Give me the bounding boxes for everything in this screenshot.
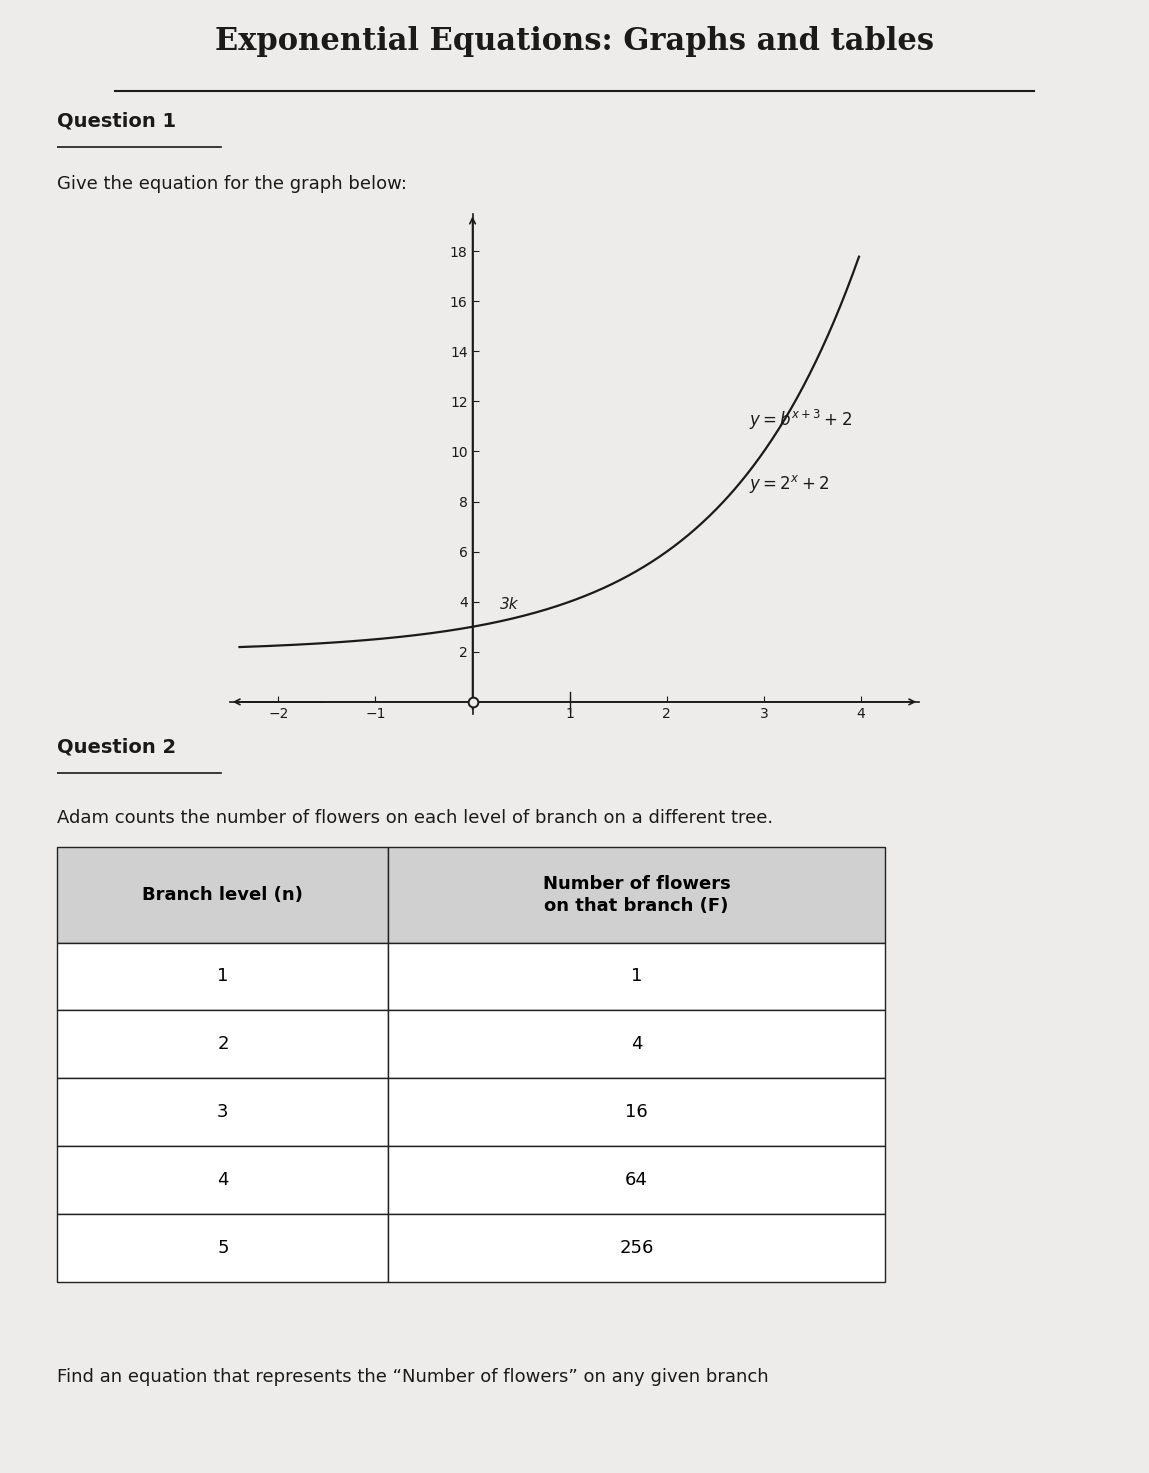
Text: 1: 1 — [217, 968, 229, 985]
FancyBboxPatch shape — [388, 1078, 885, 1146]
Text: 3: 3 — [217, 1103, 229, 1121]
FancyBboxPatch shape — [388, 1214, 885, 1282]
FancyBboxPatch shape — [388, 1010, 885, 1078]
Text: 5: 5 — [217, 1239, 229, 1256]
FancyBboxPatch shape — [57, 1146, 388, 1214]
Text: $y=2^x+2$: $y=2^x+2$ — [749, 473, 830, 495]
Text: Question 1: Question 1 — [57, 112, 177, 130]
Text: Give the equation for the graph below:: Give the equation for the graph below: — [57, 175, 408, 193]
FancyBboxPatch shape — [57, 1078, 388, 1146]
FancyBboxPatch shape — [388, 943, 885, 1010]
Text: 64: 64 — [625, 1171, 648, 1189]
FancyBboxPatch shape — [57, 847, 388, 943]
FancyBboxPatch shape — [388, 1146, 885, 1214]
FancyBboxPatch shape — [57, 1010, 388, 1078]
FancyBboxPatch shape — [57, 943, 388, 1010]
Text: 1: 1 — [631, 968, 642, 985]
Text: Question 2: Question 2 — [57, 738, 177, 756]
Text: Exponential Equations: Graphs and tables: Exponential Equations: Graphs and tables — [215, 25, 934, 57]
Text: Number of flowers
on that branch (F): Number of flowers on that branch (F) — [542, 875, 731, 915]
Text: 256: 256 — [619, 1239, 654, 1256]
Text: 4: 4 — [631, 1036, 642, 1053]
Text: $y=b^{x+3}+2$: $y=b^{x+3}+2$ — [749, 408, 853, 433]
FancyBboxPatch shape — [57, 1214, 388, 1282]
Text: 3k: 3k — [500, 597, 518, 613]
Text: 16: 16 — [625, 1103, 648, 1121]
Text: 4: 4 — [217, 1171, 229, 1189]
FancyBboxPatch shape — [388, 847, 885, 943]
Text: 2: 2 — [217, 1036, 229, 1053]
Text: Branch level (n): Branch level (n) — [142, 885, 303, 904]
Text: Find an equation that represents the “Number of flowers” on any given branch: Find an equation that represents the “Nu… — [57, 1368, 769, 1386]
Text: Adam counts the number of flowers on each level of branch on a different tree.: Adam counts the number of flowers on eac… — [57, 809, 773, 826]
